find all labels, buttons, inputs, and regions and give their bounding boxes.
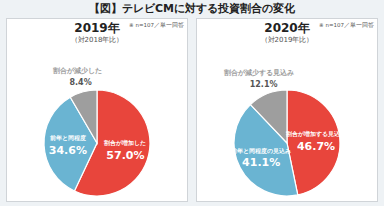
html-text:2019年: 2019年 [74, 21, 120, 35]
html-text:【図】テレビCMに対する投資割合の変化: 【図】テレビCMに対する投資割合の変化 [89, 2, 295, 15]
svg-text:12.1%: 12.1% [250, 80, 278, 89]
svg-text:割合が増加する見込み: 割合が増加する見込み [285, 130, 346, 138]
html-text:（対2019年比）: （対2019年比） [260, 36, 314, 44]
svg-text:8.4%: 8.4% [69, 78, 91, 87]
svg-text:46.7%: 46.7% [297, 140, 335, 153]
html-text:※ n=107／単一回答: ※ n=107／単一回答 [319, 22, 374, 28]
svg-text:割合が減少した: 割合が減少した [52, 66, 102, 75]
svg-text:57.0%: 57.0% [106, 149, 144, 162]
svg-text:41.1%: 41.1% [242, 156, 280, 169]
svg-text:34.6%: 34.6% [49, 144, 87, 157]
svg-text:前年と同程度: 前年と同程度 [49, 134, 86, 141]
html-text:2020年: 2020年 [264, 21, 310, 35]
svg-text:前年と同程度の見込み: 前年と同程度の見込み [230, 147, 291, 154]
html-text:（対2018年比）: （対2018年比） [70, 36, 124, 44]
svg-text:割合が減少する見込み: 割合が減少する見込み [223, 68, 294, 77]
html-text:※ n=107／単一回答: ※ n=107／単一回答 [129, 22, 184, 28]
svg-text:割合が増加した: 割合が増加した [103, 139, 146, 147]
